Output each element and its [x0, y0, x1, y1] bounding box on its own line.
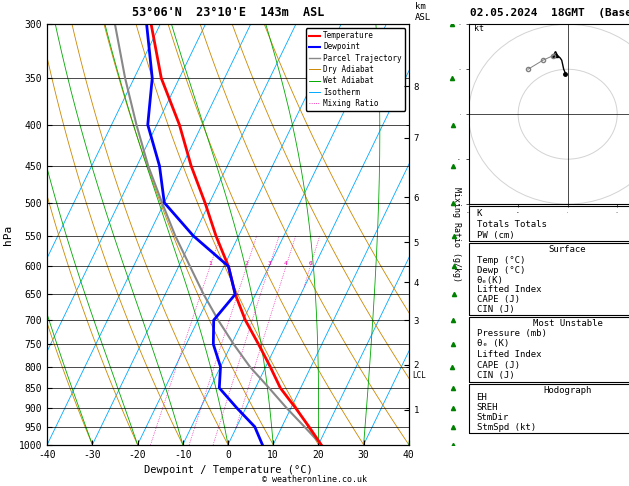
Text: Surface: Surface — [549, 245, 586, 254]
Text: θₑ(K): θₑ(K) — [477, 276, 503, 285]
Text: StmSpd (kt): StmSpd (kt) — [477, 423, 536, 432]
Text: SREH: SREH — [477, 403, 498, 412]
X-axis label: Dewpoint / Temperature (°C): Dewpoint / Temperature (°C) — [143, 465, 313, 475]
Text: K: K — [477, 208, 482, 218]
Text: kt: kt — [474, 24, 484, 33]
Y-axis label: Mixing Ratio (g/kg): Mixing Ratio (g/kg) — [452, 187, 461, 282]
Text: Lifted Index: Lifted Index — [477, 285, 541, 295]
Text: 3: 3 — [267, 261, 271, 266]
Text: 4: 4 — [284, 261, 288, 266]
Text: Temp (°C): Temp (°C) — [477, 256, 525, 265]
Text: PW (cm): PW (cm) — [477, 231, 514, 240]
Text: 53°06'N  23°10'E  143m  ASL: 53°06'N 23°10'E 143m ASL — [132, 6, 324, 19]
Text: 02.05.2024  18GMT  (Base: 18): 02.05.2024 18GMT (Base: 18) — [470, 8, 629, 18]
Text: CIN (J): CIN (J) — [477, 371, 514, 380]
Text: Most Unstable: Most Unstable — [533, 319, 603, 328]
Text: EH: EH — [477, 393, 487, 402]
Text: © weatheronline.co.uk: © weatheronline.co.uk — [262, 474, 367, 484]
Text: Dewp (°C): Dewp (°C) — [477, 266, 525, 275]
Text: Totals Totals: Totals Totals — [477, 220, 547, 229]
Text: LCL: LCL — [413, 371, 426, 380]
Text: Lifted Index: Lifted Index — [477, 350, 541, 359]
Text: CIN (J): CIN (J) — [477, 305, 514, 314]
Text: 2: 2 — [245, 261, 248, 266]
Text: CAPE (J): CAPE (J) — [477, 295, 520, 304]
Text: StmDir: StmDir — [477, 413, 509, 422]
Text: km
ASL: km ASL — [415, 2, 431, 22]
Y-axis label: hPa: hPa — [3, 225, 13, 244]
Text: θₑ (K): θₑ (K) — [477, 339, 509, 348]
Text: CAPE (J): CAPE (J) — [477, 361, 520, 369]
Text: Pressure (mb): Pressure (mb) — [477, 329, 547, 338]
Text: 1: 1 — [208, 261, 212, 266]
Text: Hodograph: Hodograph — [543, 385, 592, 395]
Text: 6: 6 — [308, 261, 312, 266]
Legend: Temperature, Dewpoint, Parcel Trajectory, Dry Adiabat, Wet Adiabat, Isotherm, Mi: Temperature, Dewpoint, Parcel Trajectory… — [306, 28, 405, 111]
